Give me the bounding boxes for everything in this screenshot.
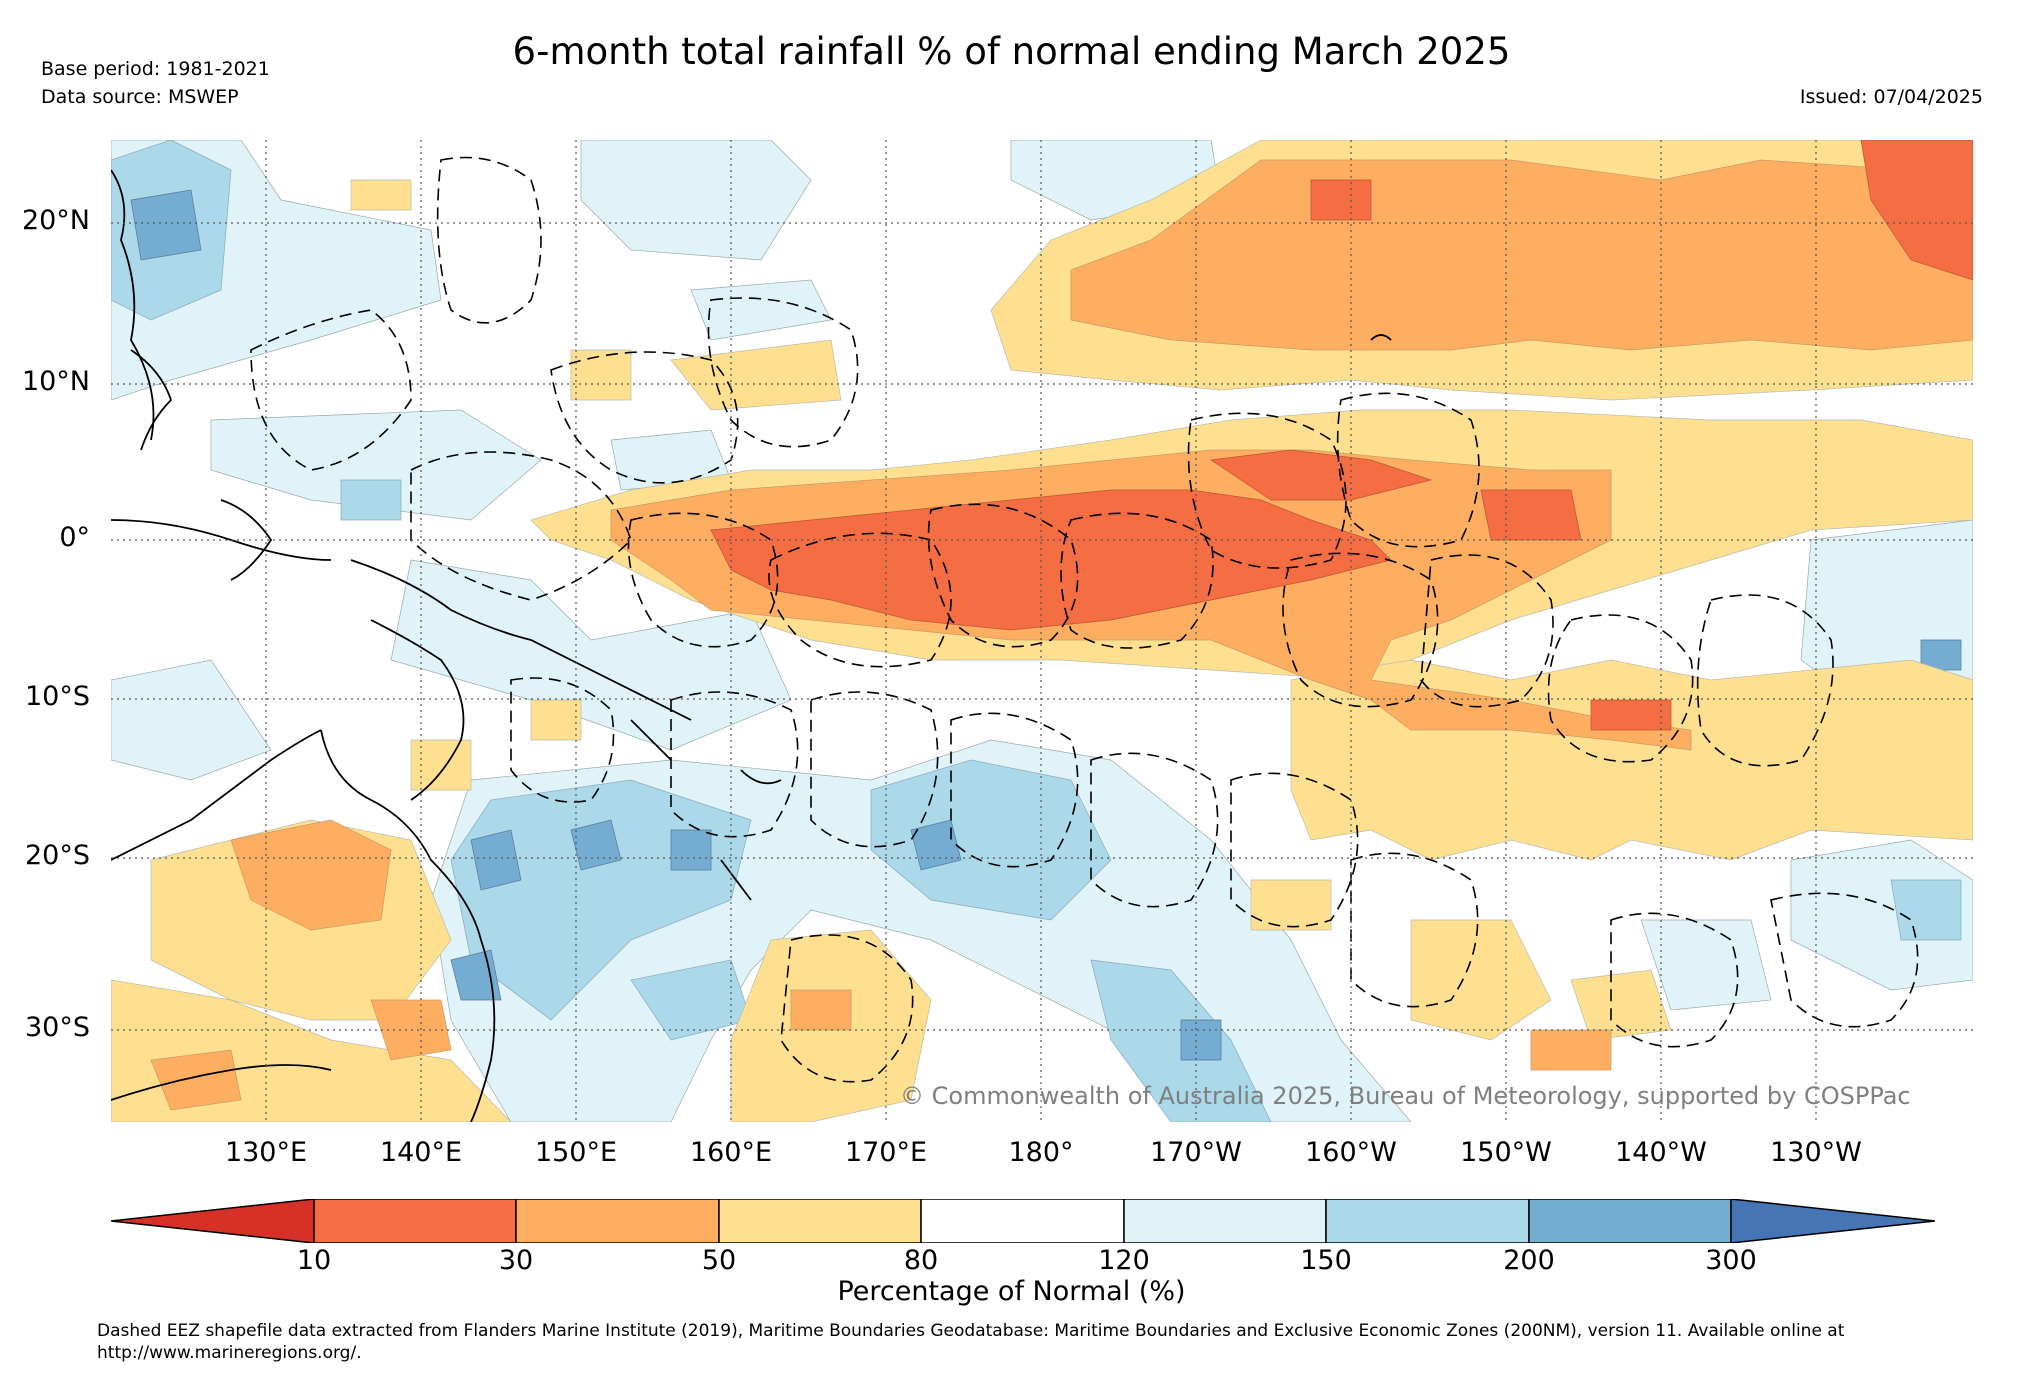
grid-lines bbox=[111, 140, 1973, 1122]
lat-label-30s: 30°S bbox=[25, 1012, 90, 1043]
lat-label-0: 0° bbox=[59, 522, 90, 553]
colorbar-tick-50: 50 bbox=[701, 1245, 737, 1276]
colorbar bbox=[111, 1199, 1935, 1243]
lon-label-180: 180° bbox=[1008, 1137, 1074, 1168]
colorbar-tick-200: 200 bbox=[1503, 1245, 1555, 1276]
colorbar-tick-80: 80 bbox=[903, 1245, 939, 1276]
colorbar-tick-120: 120 bbox=[1098, 1245, 1150, 1276]
colorbar-swatch-200-300 bbox=[1528, 1199, 1732, 1243]
colorbar-swatch-10-30 bbox=[313, 1199, 517, 1243]
band-10-30 bbox=[710, 140, 1973, 731]
lat-label-10n: 10°N bbox=[21, 366, 90, 397]
lon-label-160e: 160°E bbox=[689, 1137, 773, 1168]
meta-data-source: Data source: MSWEP bbox=[41, 86, 239, 108]
colorbar-label: Percentage of Normal (%) bbox=[837, 1276, 1186, 1307]
colorbar-tick-10: 10 bbox=[296, 1245, 332, 1276]
lon-label-140w: 140°W bbox=[1615, 1137, 1707, 1168]
lon-label-160w: 160°W bbox=[1305, 1137, 1397, 1168]
colorbar-tick-300: 300 bbox=[1705, 1245, 1757, 1276]
colorbar-tick-30: 30 bbox=[498, 1245, 534, 1276]
lon-label-150e: 150°E bbox=[534, 1137, 618, 1168]
colorbar-extend-low bbox=[111, 1199, 315, 1243]
footnote: Dashed EEZ shapefile data extracted from… bbox=[97, 1321, 1845, 1363]
colorbar-swatch-30-50 bbox=[515, 1199, 720, 1243]
lon-label-130w: 130°W bbox=[1770, 1137, 1862, 1168]
colorbar-tick-150: 150 bbox=[1300, 1245, 1352, 1276]
lat-label-20s: 20°S bbox=[25, 840, 90, 871]
lon-label-170w: 170°W bbox=[1150, 1137, 1242, 1168]
lon-label-150w: 150°W bbox=[1460, 1137, 1552, 1168]
band-200-300 bbox=[130, 189, 1962, 1061]
colorbar-swatch-50-80 bbox=[718, 1199, 922, 1243]
chart-title: 6-month total rainfall % of normal endin… bbox=[512, 30, 1511, 73]
issued-date: Issued: 07/04/2025 bbox=[1799, 86, 1983, 108]
colorbar-swatch-150-200 bbox=[1325, 1199, 1530, 1243]
rainfall-map bbox=[111, 140, 1973, 1122]
lon-label-140e: 140°E bbox=[379, 1137, 463, 1168]
colorbar-swatch-120-150 bbox=[1123, 1199, 1327, 1243]
coastlines bbox=[111, 169, 1392, 1122]
colorbar-swatch-80-120 bbox=[920, 1199, 1125, 1243]
lon-label-170e: 170°E bbox=[844, 1137, 928, 1168]
lon-label-130e: 130°E bbox=[224, 1137, 308, 1168]
meta-base-period: Base period: 1981-2021 bbox=[41, 58, 270, 80]
lat-label-20n: 20°N bbox=[21, 205, 90, 236]
lat-label-10s: 10°S bbox=[25, 681, 90, 712]
colorbar-extend-high bbox=[1730, 1199, 1935, 1243]
copyright-notice: © Commonwealth of Australia 2025, Bureau… bbox=[900, 1082, 1911, 1110]
